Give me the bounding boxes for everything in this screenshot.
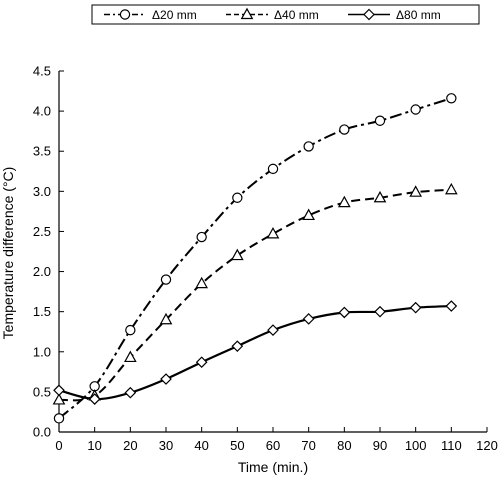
series-1-point [53, 413, 65, 424]
y-tick-label: 3.5 [33, 144, 51, 159]
series-2-point [195, 276, 209, 289]
series-1-point [303, 141, 314, 152]
legend-marker-3 [363, 8, 375, 21]
series-1-point [374, 115, 386, 126]
y-tick-label: 1.5 [33, 304, 51, 319]
series-1-point [410, 104, 421, 115]
series-3-point [88, 393, 101, 405]
series-3-point [195, 356, 208, 369]
series-3-point [160, 373, 172, 385]
legend-marker-2 [240, 7, 254, 20]
series-lines [58, 97, 452, 420]
series-2-line [58, 188, 452, 402]
series-2-point [409, 185, 423, 197]
series-3-point [53, 384, 65, 397]
series-2-point [302, 208, 316, 221]
series-3-point [302, 313, 315, 325]
series-3-point [445, 300, 458, 312]
x-tick-label: 90 [373, 438, 387, 453]
series-2-point [337, 195, 351, 208]
series-2-point [123, 350, 137, 363]
series-3-point [124, 386, 137, 399]
legend-label-2: Δ40 mm [274, 8, 319, 22]
series-3-point [409, 301, 422, 314]
x-tick-label: 80 [337, 438, 351, 453]
legend-label-3: Δ80 mm [396, 8, 441, 22]
series-1-point [267, 163, 279, 175]
series-3-point [231, 340, 244, 353]
x-tick-label: 120 [476, 438, 498, 453]
x-tick-label: 0 [55, 438, 62, 453]
x-tick-label: 60 [266, 438, 280, 453]
series-1-point [160, 274, 172, 285]
y-axis-title: Temperature difference (°C) [0, 167, 16, 340]
series-1-line [58, 97, 452, 420]
series-2-point [266, 227, 280, 239]
y-tick-label: 2.0 [33, 264, 51, 279]
series-2-point [52, 393, 66, 405]
series-1-point [196, 231, 207, 243]
series-2-point [373, 190, 387, 203]
legend: Δ20 mm Δ40 mm Δ80 mm [91, 4, 480, 25]
legend-box [91, 4, 480, 25]
y-tick-label: 4.0 [33, 104, 51, 119]
series-markers [52, 93, 458, 424]
series-2-point [159, 312, 173, 325]
y-tick-label: 2.5 [33, 224, 51, 239]
tick-labels: 0 10 20 30 40 50 60 70 80 90 100 110 120 0.0 0.5 1.0 1.5… [33, 64, 498, 454]
axes [58, 70, 488, 433]
series-1-point [125, 324, 136, 336]
x-tick-label: 20 [123, 438, 137, 453]
series-3-point [338, 306, 351, 319]
series-1-point [232, 192, 243, 203]
x-tick-label: 100 [405, 438, 427, 453]
legend-label-1: Δ20 mm [152, 8, 197, 22]
series-3-line [58, 304, 452, 401]
x-tick-label: 30 [159, 438, 173, 453]
x-tick-label: 70 [301, 438, 315, 453]
y-tick-label: 0.5 [33, 384, 51, 399]
series-2-point [444, 182, 458, 195]
legend-marker-1 [119, 9, 131, 20]
y-tick-label: 3.0 [33, 184, 51, 199]
x-tick-label: 50 [230, 438, 244, 453]
series-1-point [446, 93, 457, 104]
series-3-point [267, 324, 279, 336]
series-1-point [339, 124, 350, 135]
y-tick-label: 4.5 [33, 64, 51, 79]
series-2-point [230, 248, 244, 261]
x-axis-title: Time (min.) [238, 459, 308, 475]
x-tick-label: 10 [87, 438, 101, 453]
series-3-point [374, 305, 386, 318]
x-tick-label: 40 [194, 438, 208, 453]
x-tick-label: 110 [441, 438, 462, 453]
y-tick-label: 1.0 [33, 344, 51, 359]
y-tick-label: 0.0 [33, 425, 51, 440]
